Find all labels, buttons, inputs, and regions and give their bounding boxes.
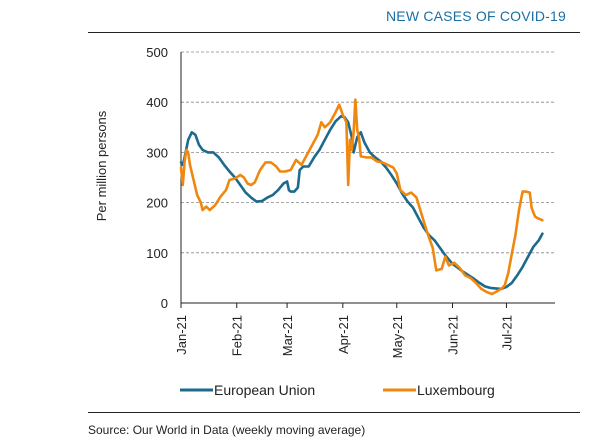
y-tick-label: 500 (146, 45, 168, 60)
x-tick-label: May-21 (390, 315, 405, 358)
series-line-european-union (179, 115, 544, 291)
bottom-rule (88, 412, 580, 413)
series-line-luxembourg (179, 98, 544, 296)
x-tick-label: Apr-21 (336, 315, 351, 354)
series-lines (179, 98, 544, 296)
x-tick-label: Feb-21 (230, 315, 245, 356)
y-tick-label: 400 (146, 95, 168, 110)
y-axis-title: Per million persons (94, 110, 109, 221)
source-note: Source: Our World in Data (weekly moving… (88, 423, 366, 437)
x-tick-label: Jun-21 (446, 315, 461, 355)
top-rule (88, 32, 580, 33)
y-tick-labels: 0 100 200 300 400 500 (146, 45, 168, 311)
x-tick-label: Jan-21 (174, 315, 189, 355)
y-tick-label: 0 (161, 296, 168, 311)
legend-lux-label: Luxembourg (417, 382, 495, 398)
y-tick-label: 100 (146, 246, 168, 261)
chart-title: NEW CASES OF COVID-19 (385, 8, 566, 24)
legend: European Union Luxembourg (180, 382, 495, 398)
gridlines (181, 51, 555, 254)
y-tick-label: 200 (146, 196, 168, 211)
x-tick-label: Mar-21 (280, 315, 295, 356)
y-tick-label: 300 (146, 145, 168, 160)
x-tick-label: Jul-21 (499, 315, 514, 350)
x-tick-labels: Jan-21 Feb-21 Mar-21 Apr-21 May-21 Jun-21 Jul-… (174, 303, 514, 358)
legend-eu-label: European Union (214, 382, 315, 398)
